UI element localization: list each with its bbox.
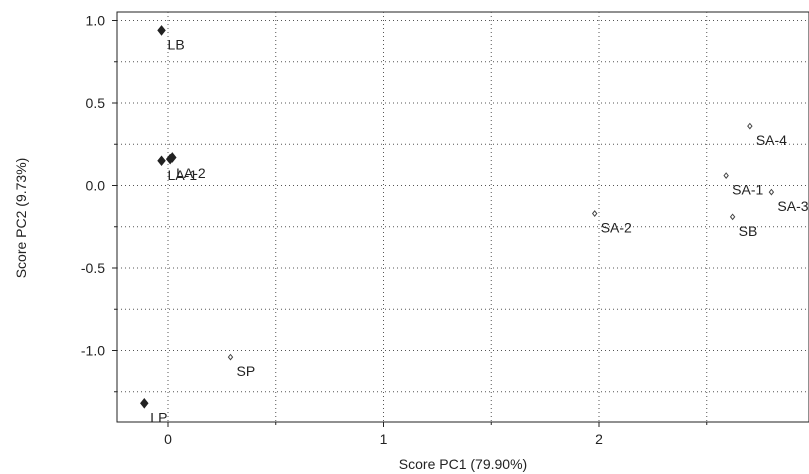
data-points: LB LA-1LA-2 LP SP SA-2 SA-1 SB SA-4 SA-3 [140,25,809,425]
y-tick-label: 1.0 [86,13,106,29]
point-label: SA-3 [777,198,808,214]
open-diamond-point [747,122,753,130]
point-label: LA-1 [168,167,198,183]
y-tick-label: 0.5 [86,95,106,111]
filled-diamond-point [157,155,166,167]
y-axis-label: Score PC2 (9.73%) [13,158,29,279]
x-axis-label: Score PC1 (79.90%) [399,456,527,472]
open-diamond-point [227,353,234,361]
open-diamond-point [591,210,598,217]
x-tick-label: 0 [164,431,172,447]
axis-ticks: 0 1 2 1.0 0.5 0.0 -0.5 -1.0 [81,13,708,447]
point-label: LP [150,409,167,425]
point-label: LA-2 [176,165,206,181]
point-label: SA-4 [756,132,787,148]
point-label: SP [236,363,255,379]
filled-diamond-point [140,397,149,409]
y-tick-label: -1.0 [81,343,105,359]
gridlines [117,12,809,422]
point-label: SB [739,223,758,239]
plot-area [116,11,809,423]
y-tick-label: 0.0 [86,178,106,194]
filled-diamond-point [157,25,166,36]
y-tick-label: -0.5 [81,260,105,276]
point-label: SA-1 [732,182,763,198]
point-label: SA-2 [601,220,632,236]
open-diamond-point [768,188,775,196]
filled-diamond-point [168,152,177,163]
open-diamond-point [723,172,729,180]
x-tick-label: 2 [595,431,603,447]
x-tick-label: 1 [380,431,388,447]
point-label: LB [168,36,185,52]
open-diamond-point [729,213,736,221]
